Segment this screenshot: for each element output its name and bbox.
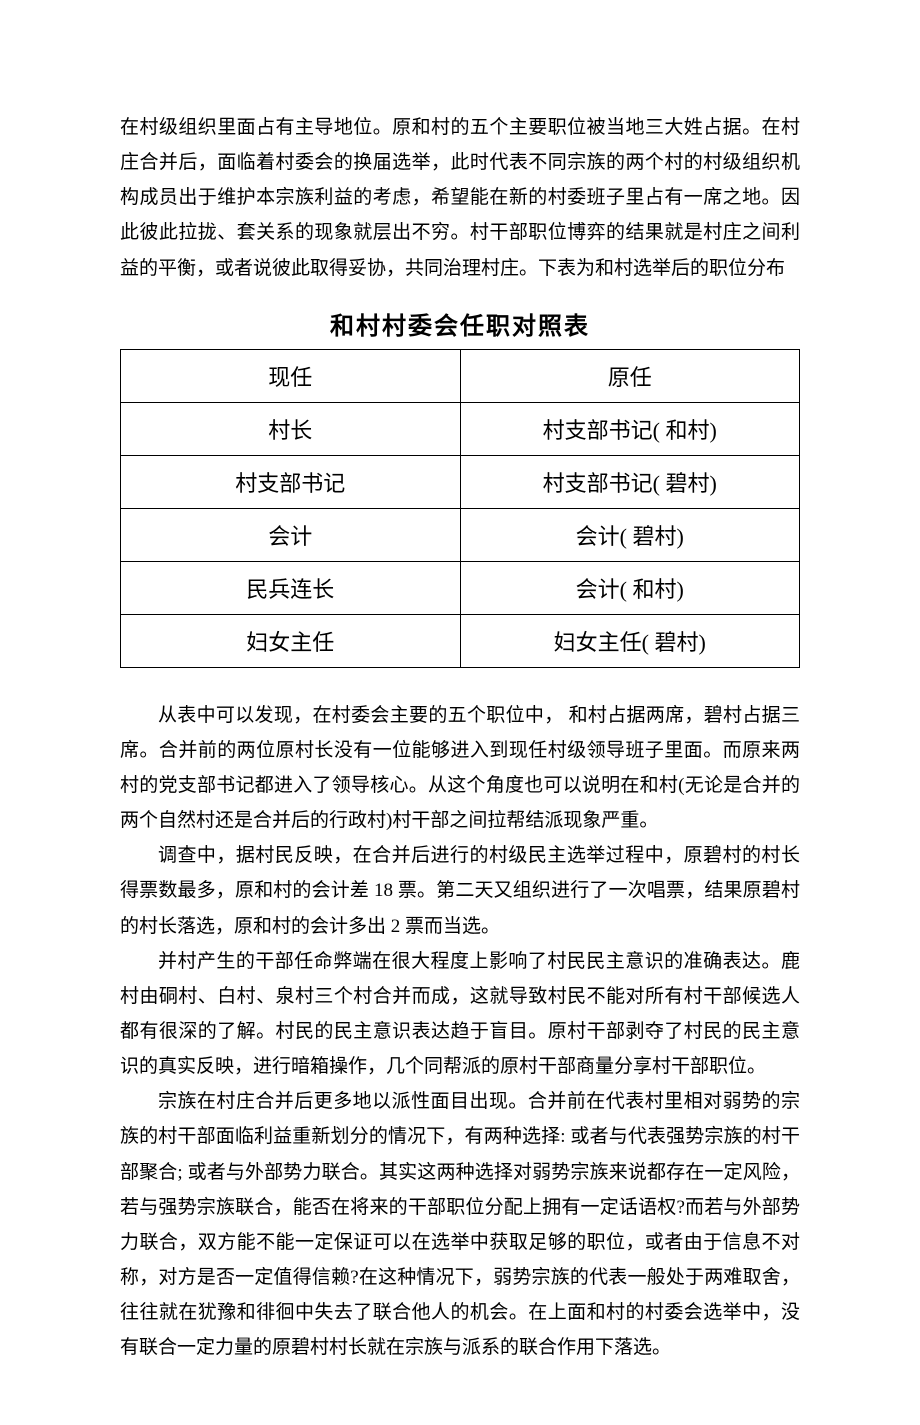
paragraph-3: 并村产生的干部任命弊端在很大程度上影响了村民民主意识的准确表达。鹿村由硐村、白村… <box>120 944 800 1085</box>
table-cell: 会计 <box>121 508 461 561</box>
paragraph-1: 从表中可以发现，在村委会主要的五个职位中， 和村占据两席，碧村占据三席。合并前的… <box>120 698 800 839</box>
table-title: 和村村委会任职对照表 <box>120 306 800 341</box>
table-cell: 村长 <box>121 402 461 455</box>
table-cell: 会计( 碧村) <box>460 508 800 561</box>
table-header-cell: 原任 <box>460 349 800 402</box>
table-cell: 村支部书记 <box>121 455 461 508</box>
paragraph-2: 调查中，据村民反映，在合并后进行的村级民主选举过程中，原碧村的村长得票数最多，原… <box>120 838 800 943</box>
table-cell: 村支部书记( 碧村) <box>460 455 800 508</box>
position-comparison-table: 现任 原任 村长 村支部书记( 和村) 村支部书记 村支部书记( 碧村) 会计 … <box>120 349 800 668</box>
table-header-cell: 现任 <box>121 349 461 402</box>
table-cell: 妇女主任( 碧村) <box>460 614 800 667</box>
table-row: 妇女主任 妇女主任( 碧村) <box>121 614 800 667</box>
table-cell: 民兵连长 <box>121 561 461 614</box>
table-row: 村支部书记 村支部书记( 碧村) <box>121 455 800 508</box>
paragraph-4: 宗族在村庄合并后更多地以派性面目出现。合并前在代表村里相对弱势的宗族的村干部面临… <box>120 1084 800 1365</box>
intro-paragraph: 在村级组织里面占有主导地位。原和村的五个主要职位被当地三大姓占据。在村庄合并后，… <box>120 110 800 286</box>
table-row: 民兵连长 会计( 和村) <box>121 561 800 614</box>
table-row: 村长 村支部书记( 和村) <box>121 402 800 455</box>
page-content: 在村级组织里面占有主导地位。原和村的五个主要职位被当地三大姓占据。在村庄合并后，… <box>0 0 920 1425</box>
table-cell: 妇女主任 <box>121 614 461 667</box>
table-cell: 会计( 和村) <box>460 561 800 614</box>
table-row: 会计 会计( 碧村) <box>121 508 800 561</box>
table-cell: 村支部书记( 和村) <box>460 402 800 455</box>
table-header-row: 现任 原任 <box>121 349 800 402</box>
